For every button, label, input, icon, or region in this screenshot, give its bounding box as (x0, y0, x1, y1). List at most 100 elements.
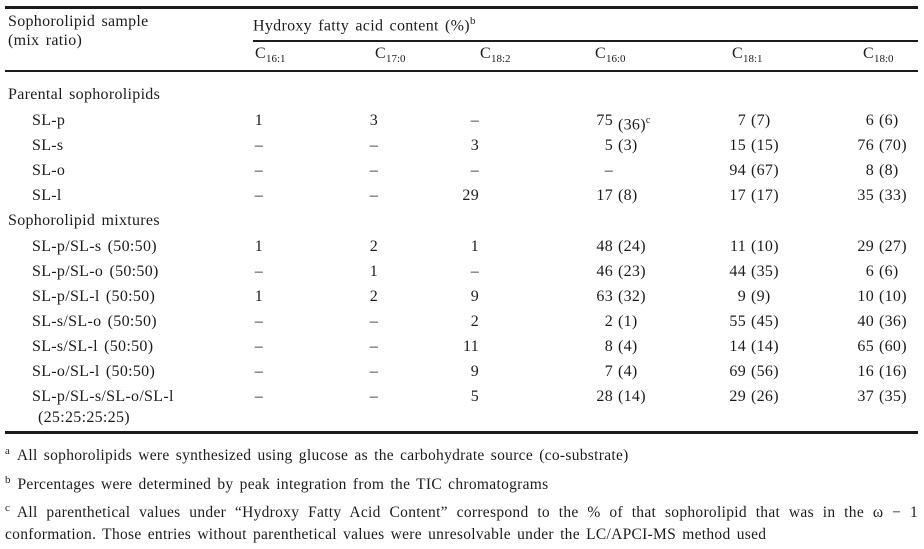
cell-value: 29 (857, 238, 874, 255)
sample-header-line2: (mix ratio) (8, 32, 83, 49)
column-header-C16:1: C16:1 (255, 45, 286, 66)
cell-value: – (369, 313, 378, 330)
cell-value: – (254, 388, 263, 405)
row-label: SL-p/SL-s (50:50) (32, 238, 157, 255)
cell-value: 11 (729, 238, 746, 255)
cell-value: 5 (470, 388, 479, 405)
cell-value: 7 (604, 363, 613, 380)
cell-value: – (604, 162, 613, 179)
cell-paren-value: (7) (751, 112, 771, 129)
footnote-a: a All sophorolipids were synthesized usin… (5, 445, 629, 465)
cell-paren-value: (14) (751, 338, 779, 355)
cell-value: – (254, 137, 263, 154)
row-label: SL-o/SL-l (50:50) (32, 363, 156, 380)
cell-value: 17 (596, 187, 613, 204)
table-rule-top (5, 6, 918, 9)
footnote-c: c All parenthetical values under “Hydroxy… (5, 502, 918, 543)
cell-value: – (369, 162, 378, 179)
cell-value: 10 (857, 288, 874, 305)
table-rule-subheader (253, 40, 918, 42)
cell-paren-value: (35) (751, 263, 779, 280)
footnote-mark: c (5, 502, 10, 515)
footnotes: a All sophorolipids were synthesized usin… (5, 441, 918, 548)
cell-value: 9 (470, 288, 479, 305)
cell-value: 8 (604, 338, 613, 355)
cell-value: – (369, 338, 378, 355)
cell-value: 2 (604, 313, 613, 330)
table-rule-header-bottom (5, 70, 918, 73)
cell-value: – (254, 162, 263, 179)
table-row: SL-s – – 3 5 (3) 15 (15) 76 (70) (0, 133, 924, 158)
cell-value: – (254, 313, 263, 330)
cell-paren-value: (6) (879, 112, 899, 129)
section-title: Sophorolipid mixtures (8, 212, 160, 229)
cell-value: 11 (462, 338, 479, 355)
cell-value: 55 (729, 313, 746, 330)
cell-value: – (254, 187, 263, 204)
table-row: SL-p/SL-s (50:50) 1 2 1 48 (24) 11 (10) 29 (27) (0, 234, 924, 259)
cell-value: 37 (857, 388, 874, 405)
cell-value: – (254, 263, 263, 280)
row-label: SL-p/SL-o (50:50) (32, 263, 159, 280)
cell-paren-value: (45) (751, 313, 779, 330)
cell-value: 9 (737, 288, 746, 305)
cell-value: 17 (729, 187, 746, 204)
group-header: Hydroxy fatty acid content (%)b (253, 12, 475, 35)
row-label: SL-p/SL-l (50:50) (32, 288, 156, 305)
table-row: SL-l – – 29 17 (8) 17 (17) 35 (33) (0, 183, 924, 208)
table-row: SL-p/SL-o (50:50) – 1 – 46 (23) 44 (35) 6 (6) (0, 259, 924, 284)
cell-value: 1 (254, 112, 263, 129)
cell-paren-value: (32) (618, 288, 646, 305)
cell-value: 94 (729, 162, 746, 179)
cell-value: – (369, 137, 378, 154)
table-rule-bottom (5, 431, 918, 434)
table-body: Parental sophorolipids SL-p 1 3–75 (36)c 7 (7)… (0, 73, 924, 428)
cell-value: 40 (857, 313, 874, 330)
column-header-C18:0: C18:0 (863, 45, 894, 66)
cell-paren-value: (10) (879, 288, 907, 305)
cell-value: 7 (737, 112, 746, 129)
cell-paren-value: (6) (879, 263, 899, 280)
cell-value: 6 (865, 112, 874, 129)
table-row: SL-s/SL-o (50:50) – – 2 2 (1) 55 (45) 40 (36) (0, 309, 924, 334)
cell-value: 1 (254, 288, 263, 305)
cell-value: 15 (729, 137, 746, 154)
cell-paren-value: (60) (879, 338, 907, 355)
section-title: Parental sophorolipids (8, 86, 161, 103)
column-header-C17:0: C17:0 (375, 45, 406, 66)
cell-value: 1 (470, 238, 479, 255)
cell-value: 9 (470, 363, 479, 380)
row-label: SL-p/SL-s/SL-o/SL-l (25:25:25:25) (32, 388, 174, 426)
cell-paren-value: (70) (879, 137, 907, 154)
cell-value: 5 (604, 137, 613, 154)
cell-value: – (369, 187, 378, 204)
cell-value: 75 (596, 112, 613, 129)
cell-paren-value: (14) (618, 388, 646, 405)
cell-value: 69 (729, 363, 746, 380)
column-header-C16:0: C16:0 (595, 45, 626, 66)
column-header-C18:1: C18:1 (732, 45, 763, 66)
cell-value: – (254, 363, 263, 380)
cell-value: 2 (470, 313, 479, 330)
table-row: SL-o/SL-l (50:50) – – 9 7 (4) 69 (56) 16 (16) (0, 359, 924, 384)
row-label: SL-s/SL-l (50:50) (32, 338, 154, 355)
cell-value: 8 (865, 162, 874, 179)
cell-paren-value: (17) (751, 187, 779, 204)
table-row: SL-p 1 3 – 75 (36)c 7 (7) 6 (6) (0, 108, 924, 133)
cell-value: 65 (857, 338, 874, 355)
cell-value: 2 (369, 238, 378, 255)
row-label: SL-s/SL-o (50:50) (32, 313, 157, 330)
cell-paren-value: (8) (879, 162, 899, 179)
group-header-text: Hydroxy fatty acid content (%) (253, 17, 470, 35)
cell-value: 46 (596, 263, 613, 280)
cell-paren-value: (15) (751, 137, 779, 154)
cell-value: – (369, 363, 378, 380)
cell-value: 3 (470, 137, 479, 154)
cell-paren-value: (24) (618, 238, 646, 255)
cell-value: 44 (729, 263, 746, 280)
table-row: SL-p/SL-l (50:50) 1 2 9 63 (32) 9 (9) 10 (10) (0, 284, 924, 309)
column-header-C18:2: C18:2 (480, 45, 511, 66)
cell-value: – (369, 388, 378, 405)
cell-paren-value: (3) (618, 137, 638, 154)
